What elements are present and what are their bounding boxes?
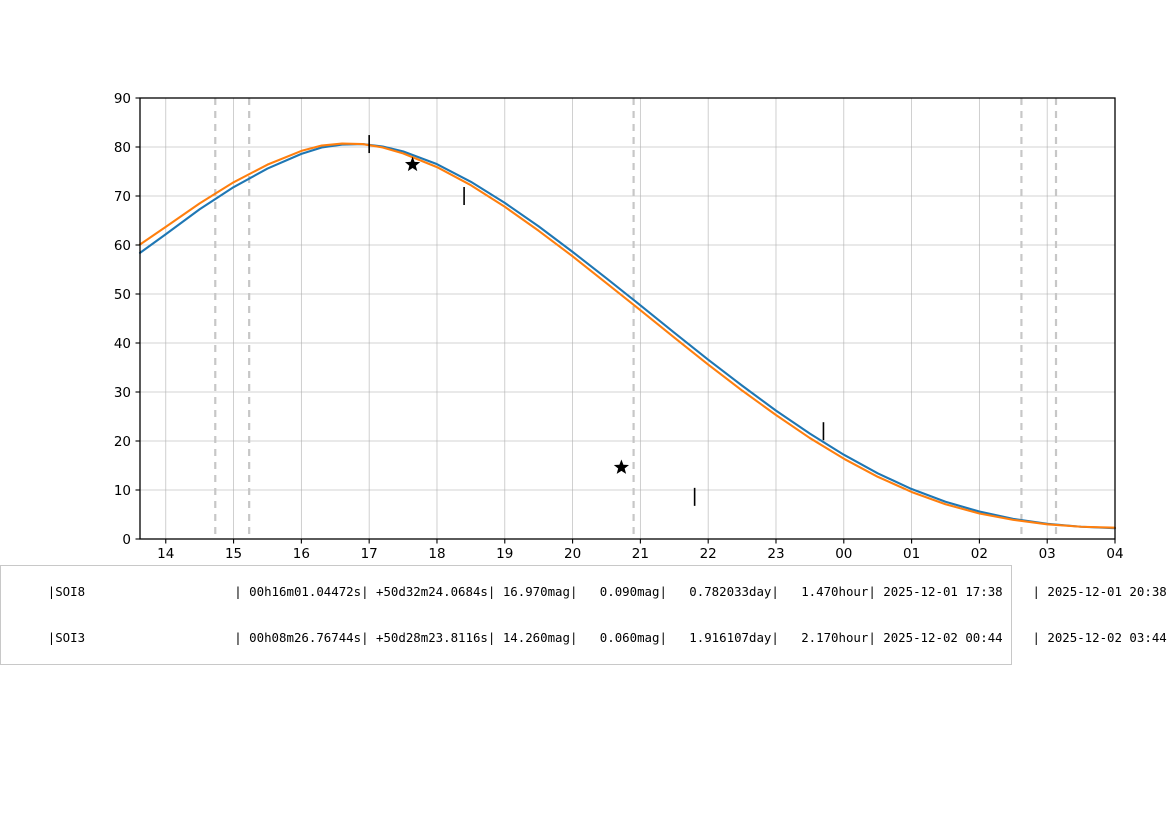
x-axis-tick-label: 21 <box>632 546 649 560</box>
y-axis-tick-label: 50 <box>114 287 131 303</box>
x-axis-tick-label: 22 <box>700 546 717 560</box>
x-axis-tick-label: 03 <box>1039 546 1056 560</box>
y-axis-tick-label: 80 <box>114 140 131 156</box>
target-info-table[interactable]: |SOI8 | 00h16m01.04472s| +50d32m24.0684s… <box>0 565 1167 665</box>
x-axis-tick-label: 19 <box>496 546 513 560</box>
x-axis-tick-label: 02 <box>971 546 988 560</box>
y-axis-tick-label: 0 <box>122 532 131 548</box>
y-axis-tick-label: 30 <box>114 385 131 401</box>
series-line-soi8[interactable] <box>138 143 1117 530</box>
plot-frame <box>139 97 1116 540</box>
star-marker[interactable] <box>404 156 421 172</box>
x-axis-tick-label: 00 <box>835 546 852 560</box>
table-row[interactable]: |SOI3 | 00h08m26.76744s| +50d28m23.8116s… <box>1 615 1167 662</box>
series-line-soi3[interactable] <box>138 142 1117 529</box>
plot-background <box>140 98 1115 539</box>
table-row[interactable]: |SOI8 | 00h16m01.04472s| +50d32m24.0684s… <box>1 568 1167 615</box>
x-axis-tick-label: 01 <box>903 546 920 560</box>
y-axis-tick-label: 90 <box>114 91 131 107</box>
x-axis-tick-label: 16 <box>293 546 310 560</box>
x-axis-tick-label: 18 <box>428 546 445 560</box>
row-text: |SOI8 | 00h16m01.04472s| +50d32m24.0684s… <box>47 583 1167 599</box>
y-axis-tick-label: 60 <box>114 238 131 254</box>
y-axis-tick-label: 20 <box>114 434 131 450</box>
x-axis-tick-label: 17 <box>361 546 378 560</box>
y-axis-tick-label: 40 <box>114 336 131 352</box>
y-axis-tick-label: 70 <box>114 189 131 205</box>
altitude-chart[interactable]: 14 15 16 17 18 19 20 21 22 23 00 01 02 03 04 0 10 20 30 40 5… <box>0 0 1169 560</box>
star-marker[interactable] <box>613 459 630 474</box>
row-text: |SOI3 | 00h08m26.76744s| +50d28m23.8116s… <box>47 630 1167 645</box>
x-axis-tick-label: 04 <box>1106 546 1123 560</box>
x-axis-tick-label: 14 <box>157 546 174 560</box>
y-axis-tick-label: 10 <box>114 483 131 499</box>
chart-svg[interactable]: 14 15 16 17 18 19 20 21 22 23 00 01 02 03 04 0 10 20 30 40 5… <box>0 0 1169 560</box>
x-axis-tick-label: 20 <box>564 546 581 560</box>
x-axis-tick-label: 23 <box>767 546 784 560</box>
x-axis-tick-label: 15 <box>225 546 242 560</box>
